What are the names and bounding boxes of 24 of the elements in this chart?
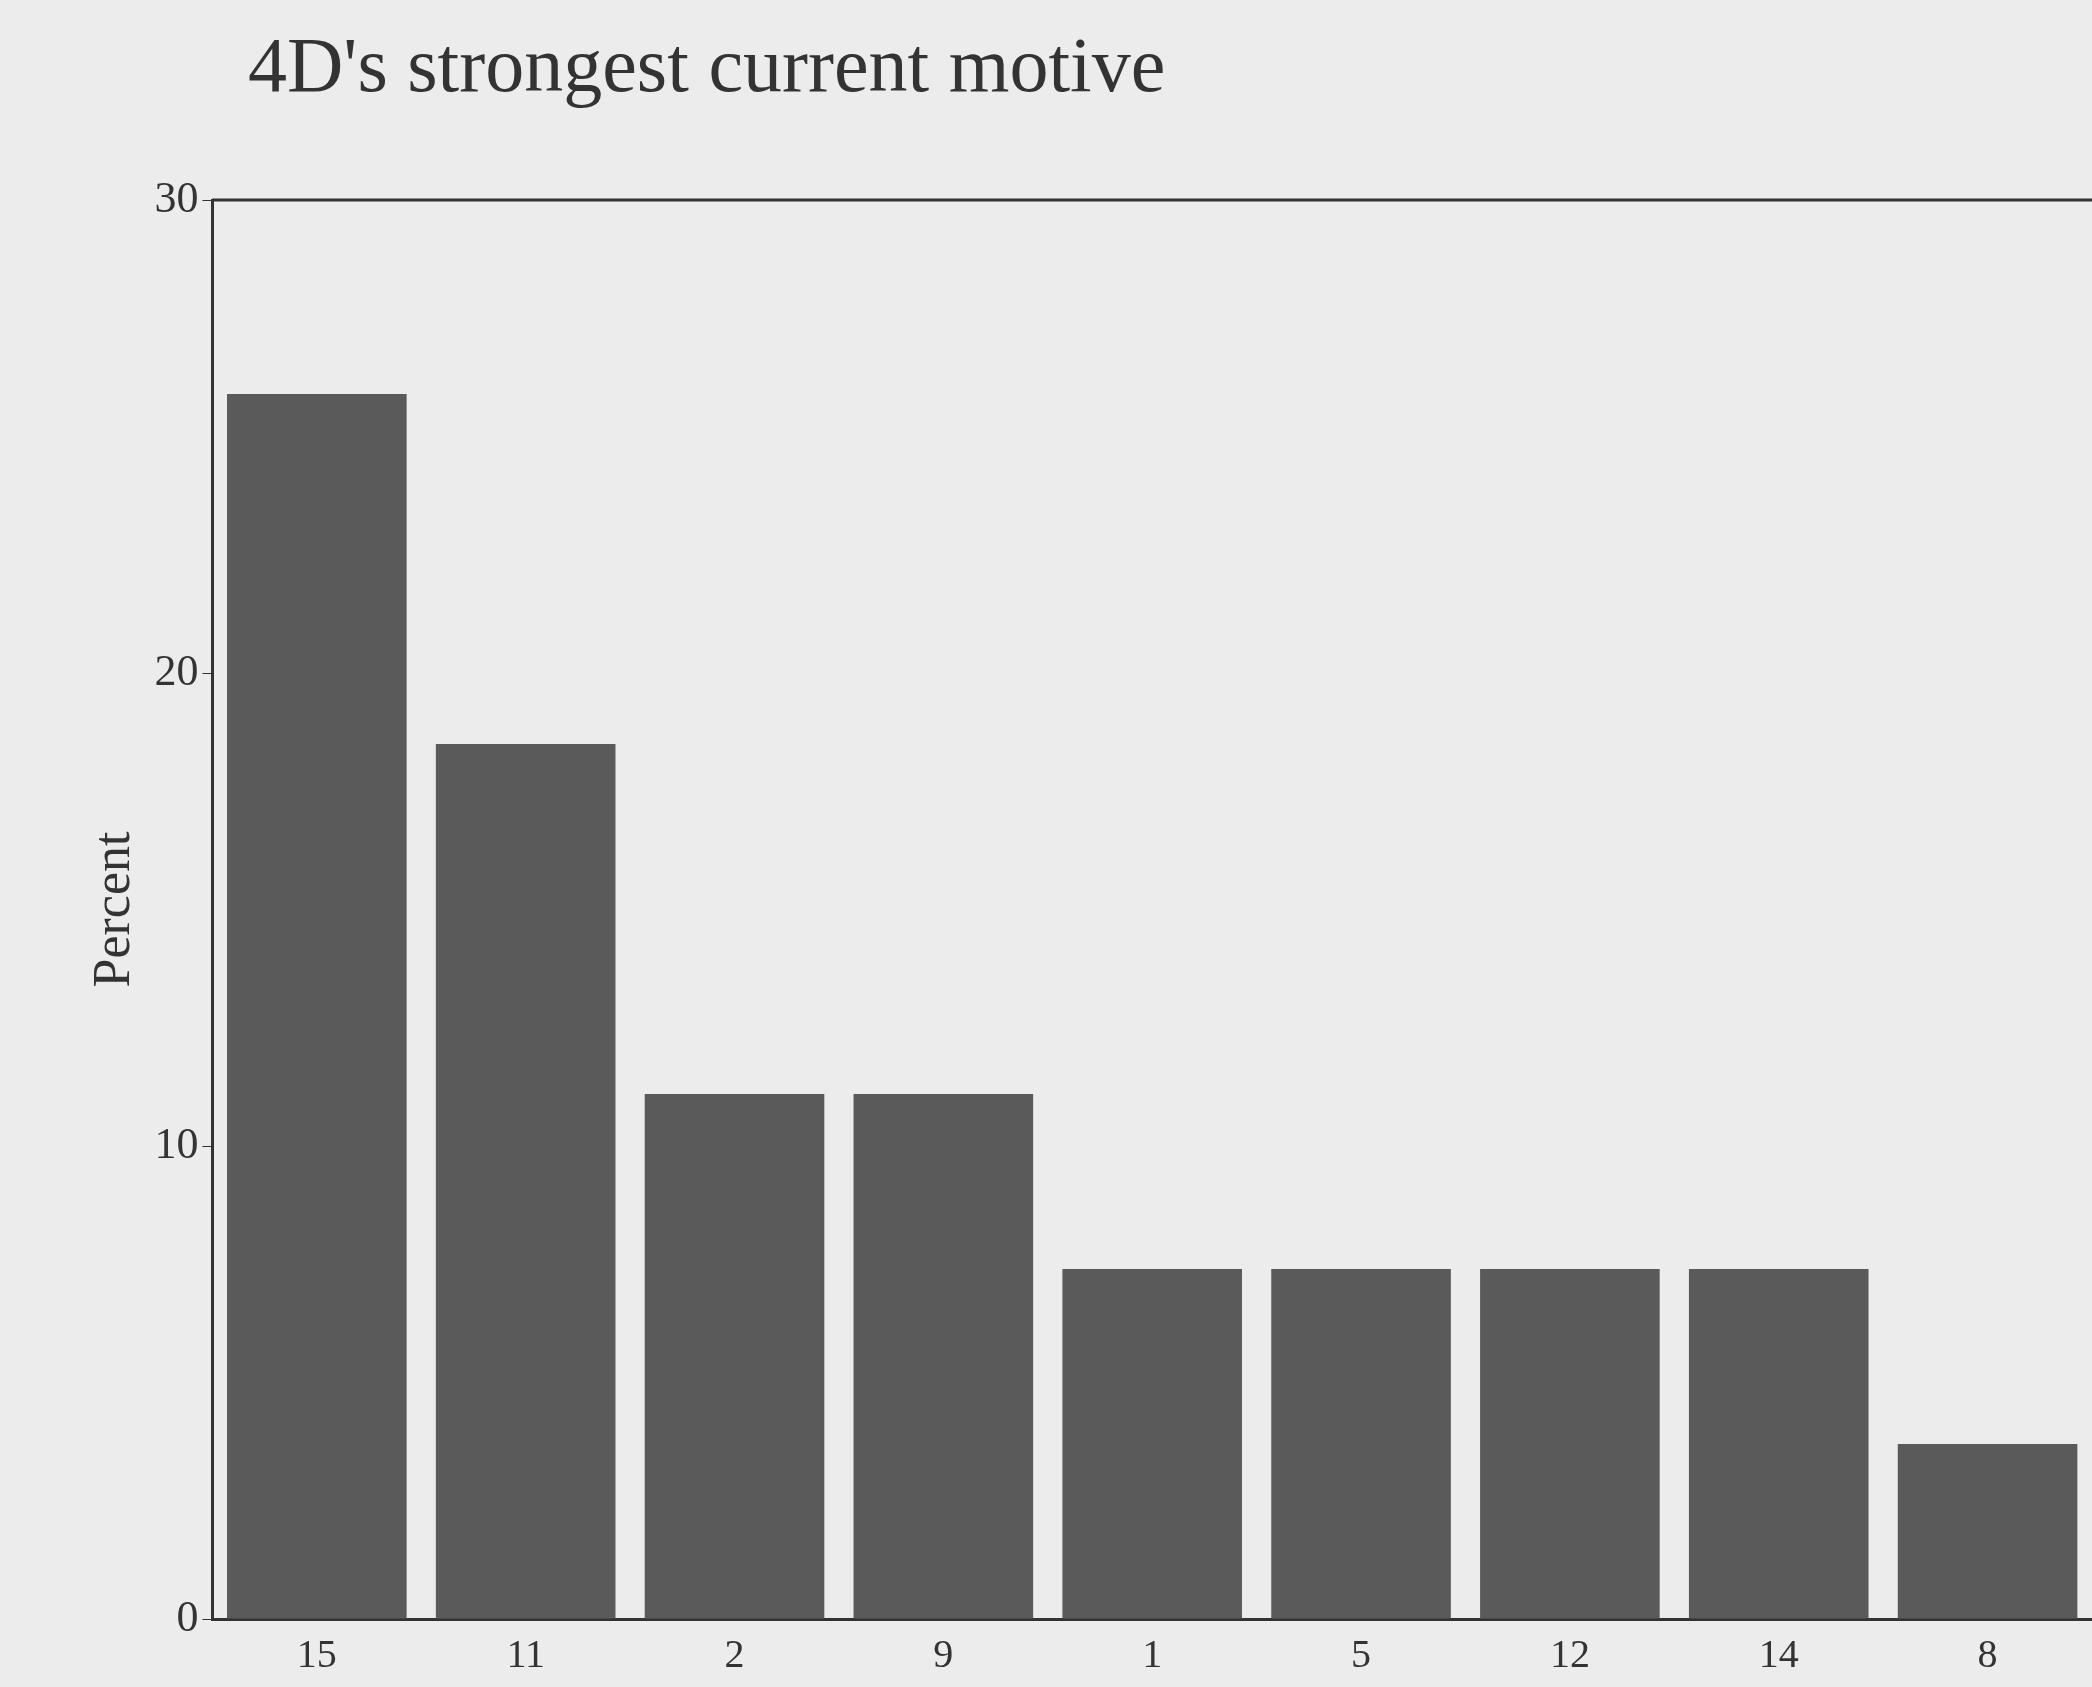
- bar: [1271, 1268, 1451, 1619]
- y-axis-title: Percent: [82, 830, 140, 988]
- bar: [1688, 1268, 1869, 1619]
- y-tick-label: 0: [176, 1591, 199, 1641]
- x-tick-label: 14: [1758, 1630, 1799, 1676]
- bar: [1062, 1268, 1242, 1619]
- bar: [853, 1093, 1034, 1619]
- x-tick-label: 1: [1142, 1630, 1163, 1676]
- bar: [227, 393, 407, 1619]
- bar: [1897, 1443, 2078, 1619]
- bar: [435, 743, 616, 1619]
- x-tick-label: 2: [724, 1630, 745, 1676]
- x-tick-label: 5: [1351, 1630, 1372, 1676]
- x-tick-label: 8: [1977, 1630, 1998, 1676]
- bar: [644, 1093, 825, 1619]
- bar: [1480, 1268, 1660, 1619]
- x-tick-label: 9: [933, 1630, 954, 1676]
- x-tick-label: 11: [506, 1630, 545, 1676]
- y-tick-label: 30: [154, 172, 199, 222]
- x-tick-label: 15: [296, 1630, 337, 1676]
- y-tick-label: 20: [154, 645, 199, 695]
- chart-title: 4D's strongest current motive: [248, 20, 1166, 110]
- y-tick-label: 10: [154, 1118, 199, 1168]
- x-tick-label: 12: [1549, 1630, 1590, 1676]
